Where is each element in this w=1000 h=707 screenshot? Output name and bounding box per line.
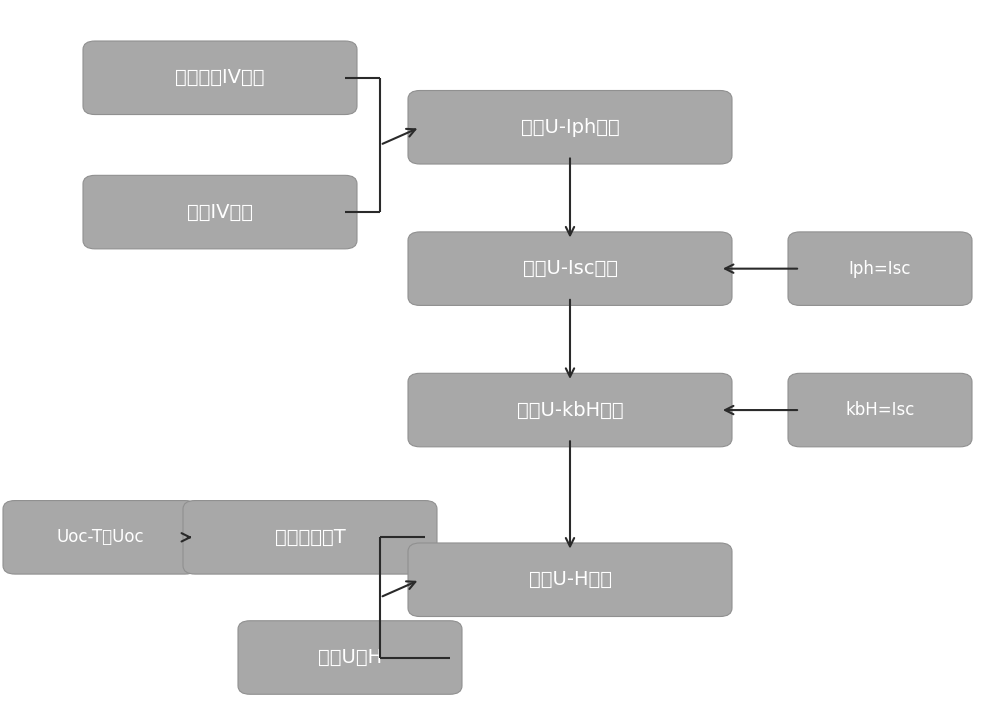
- Text: 负载U-Iph关系: 负载U-Iph关系: [521, 118, 619, 136]
- Text: kbH=Isc: kbH=Isc: [845, 401, 915, 419]
- FancyBboxPatch shape: [788, 232, 972, 305]
- Text: Iph=Isc: Iph=Isc: [849, 259, 911, 278]
- FancyBboxPatch shape: [408, 373, 732, 447]
- FancyBboxPatch shape: [408, 90, 732, 164]
- FancyBboxPatch shape: [3, 501, 197, 574]
- FancyBboxPatch shape: [408, 232, 732, 305]
- FancyBboxPatch shape: [183, 501, 437, 574]
- Text: 负载U-H关系: 负载U-H关系: [528, 571, 612, 589]
- FancyBboxPatch shape: [238, 621, 462, 694]
- FancyBboxPatch shape: [788, 373, 972, 447]
- FancyBboxPatch shape: [83, 175, 357, 249]
- Text: Uoc-T、Uoc: Uoc-T、Uoc: [56, 528, 144, 547]
- Text: 负载U-kbH关系: 负载U-kbH关系: [517, 401, 623, 419]
- Text: 光伏电池IV特性: 光伏电池IV特性: [175, 69, 265, 87]
- FancyBboxPatch shape: [408, 543, 732, 617]
- Text: 负载IV特性: 负载IV特性: [187, 203, 253, 221]
- Text: 负载U、H: 负载U、H: [318, 648, 382, 667]
- Text: 负载U-Isc关系: 负载U-Isc关系: [522, 259, 618, 278]
- Text: 电池片温度T: 电池片温度T: [275, 528, 345, 547]
- FancyBboxPatch shape: [83, 41, 357, 115]
